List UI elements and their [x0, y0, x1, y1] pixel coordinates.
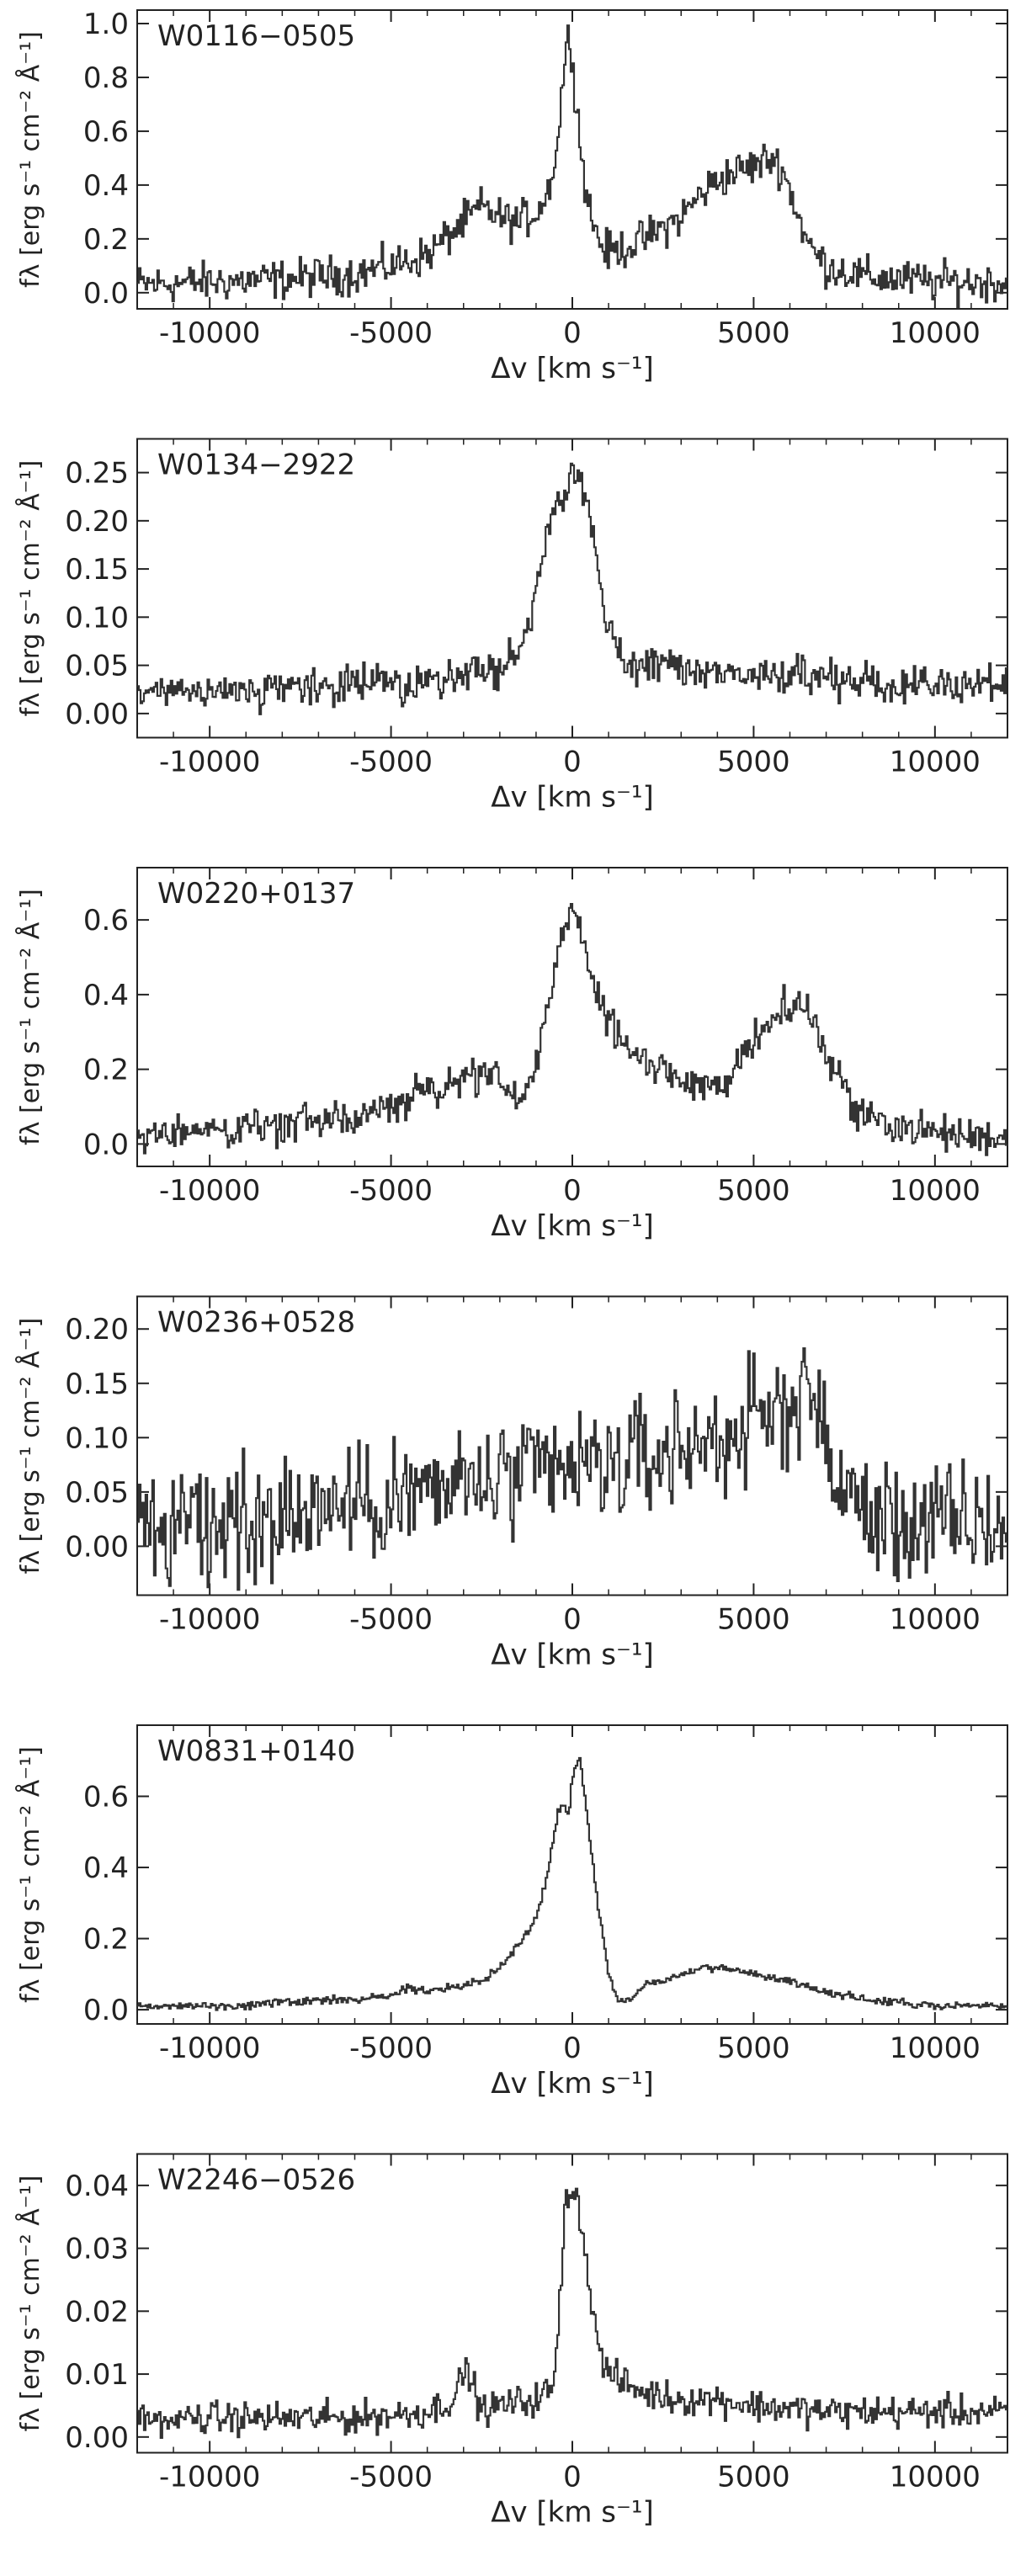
chart-panel-3: -10000 -5000 0 5000 10000 0.0 0.2 0.4 0.6 Δv [km …: [15, 867, 1008, 1243]
object-name: W0236+0528: [157, 1306, 355, 1340]
chart-panel-1: -10000 -5000 0 5000 10000 0.0 0.2 0.4 0.6 0.8 1.0 Δ…: [15, 8, 1008, 385]
x-tick-label: -5000: [349, 1603, 433, 1637]
y-tick-label: 0.04: [65, 2170, 129, 2203]
y-tick-label: 0.0: [83, 1128, 129, 1161]
x-tick-label: 10000: [890, 1603, 981, 1637]
y-tick-label: 0.10: [65, 1421, 129, 1455]
y-tick-label: 0.2: [83, 1054, 129, 1087]
x-tick-label: -10000: [159, 1174, 260, 1208]
y-tick-label: 0.00: [65, 2421, 129, 2455]
y-tick-label: 0.6: [83, 115, 129, 149]
y-tick-label: 0.02: [65, 2295, 129, 2329]
chart-panel-4: -10000 -5000 0 5000 10000 0.00 0.05 0.10 0.15 0.2…: [15, 1295, 1008, 1672]
x-tick-label: -10000: [159, 316, 260, 350]
plot-frame: [136, 9, 1008, 310]
y-tick-label: 0.4: [83, 979, 129, 1012]
y-tick-label: 0.10: [65, 601, 129, 635]
x-tick-label: -5000: [349, 2461, 433, 2494]
x-tick-label: -5000: [349, 746, 433, 779]
chart-panel-2: -10000 -5000 0 5000 10000 0.00 0.05 0.10 0.15 0.2…: [15, 438, 1008, 815]
chart-panel-6: -10000 -5000 0 5000 10000 0.00 0.01 0.02 0.03 0.0…: [15, 2153, 1008, 2530]
y-tick-label: 0.8: [83, 61, 129, 95]
x-tick-label: 10000: [890, 316, 981, 350]
object-name: W0116−0505: [157, 19, 355, 53]
y-tick-label: 0.03: [65, 2233, 129, 2266]
x-tick-label: 10000: [890, 746, 981, 779]
x-tick-label: -5000: [349, 2032, 433, 2065]
x-tick-label: 5000: [717, 1174, 790, 1208]
object-name: W0220+0137: [157, 877, 355, 911]
x-axis-label: Δv [km s⁻¹]: [491, 352, 654, 385]
x-tick-label: 5000: [717, 746, 790, 779]
y-tick-label: 0.2: [83, 223, 129, 257]
y-tick-label: 0.20: [65, 1313, 129, 1346]
x-tick-label: 0: [563, 2032, 582, 2065]
object-name: W0831+0140: [157, 1734, 355, 1768]
x-axis-label: Δv [km s⁻¹]: [491, 781, 654, 815]
x-axis-label: Δv [km s⁻¹]: [491, 1639, 654, 1672]
y-tick-label: 0.01: [65, 2358, 129, 2392]
x-tick-label: 0: [563, 2461, 582, 2494]
x-tick-label: -10000: [159, 746, 260, 779]
x-tick-label: 5000: [717, 316, 790, 350]
y-axis-label: fλ [erg s⁻¹ cm⁻² Å⁻¹]: [15, 889, 45, 1145]
y-tick-label: 0.20: [65, 505, 129, 539]
y-tick-label: 0.4: [83, 1851, 129, 1885]
spectrum-line: [137, 462, 1007, 715]
x-tick-label: 0: [563, 1603, 582, 1637]
x-tick-label: 0: [563, 746, 582, 779]
y-tick-label: 0.00: [65, 698, 129, 731]
x-tick-label: 10000: [890, 1174, 981, 1208]
spectrum-line: [137, 1347, 1007, 1591]
spectrum-line: [137, 2187, 1007, 2439]
spectrum-line: [137, 1756, 1007, 2011]
y-tick-label: 0.05: [65, 650, 129, 683]
y-tick-label: 0.00: [65, 1530, 129, 1564]
chart-panel-5: -10000 -5000 0 5000 10000 0.0 0.2 0.4 0.6 Δv [km …: [15, 1724, 1008, 2101]
spectrum-line: [137, 903, 1007, 1156]
x-tick-label: 10000: [890, 2032, 981, 2065]
x-axis-label: Δv [km s⁻¹]: [491, 2496, 654, 2530]
y-tick-label: 0.6: [83, 1781, 129, 1814]
x-tick-label: 0: [563, 1174, 582, 1208]
spectrum-line: [137, 24, 1007, 309]
y-axis-label: fλ [erg s⁻¹ cm⁻² Å⁻¹]: [15, 2175, 45, 2432]
y-axis-label: fλ [erg s⁻¹ cm⁻² Å⁻¹]: [15, 460, 45, 717]
y-tick-label: 0.6: [83, 904, 129, 937]
y-tick-label: 0.05: [65, 1476, 129, 1510]
y-tick-label: 0.4: [83, 169, 129, 203]
x-axis-label: Δv [km s⁻¹]: [491, 1209, 654, 1243]
y-axis-label: fλ [erg s⁻¹ cm⁻² Å⁻¹]: [15, 31, 45, 288]
x-tick-label: 5000: [717, 2461, 790, 2494]
y-tick-label: 0.15: [65, 553, 129, 587]
plot-frame: [136, 1724, 1008, 2025]
y-tick-label: 0.0: [83, 277, 129, 311]
object-name: W0134−2922: [157, 449, 355, 482]
x-tick-label: -5000: [349, 1174, 433, 1208]
y-tick-label: 0.2: [83, 1923, 129, 1957]
y-axis-label: fλ [erg s⁻¹ cm⁻² Å⁻¹]: [15, 1746, 45, 2003]
y-tick-label: 0.25: [65, 457, 129, 491]
x-tick-label: -5000: [349, 316, 433, 350]
y-tick-label: 0.0: [83, 1994, 129, 2027]
x-tick-label: 5000: [717, 2032, 790, 2065]
y-axis-label: fλ [erg s⁻¹ cm⁻² Å⁻¹]: [15, 1318, 45, 1575]
x-tick-label: 5000: [717, 1603, 790, 1637]
x-tick-label: -10000: [159, 1603, 260, 1637]
x-tick-label: 0: [563, 316, 582, 350]
x-axis-label: Δv [km s⁻¹]: [491, 2067, 654, 2101]
y-tick-label: 0.15: [65, 1368, 129, 1401]
x-tick-label: 10000: [890, 2461, 981, 2494]
object-name: W2246−0526: [157, 2164, 355, 2197]
x-tick-label: -10000: [159, 2461, 260, 2494]
x-tick-label: -10000: [159, 2032, 260, 2065]
y-tick-label: 1.0: [83, 8, 129, 41]
